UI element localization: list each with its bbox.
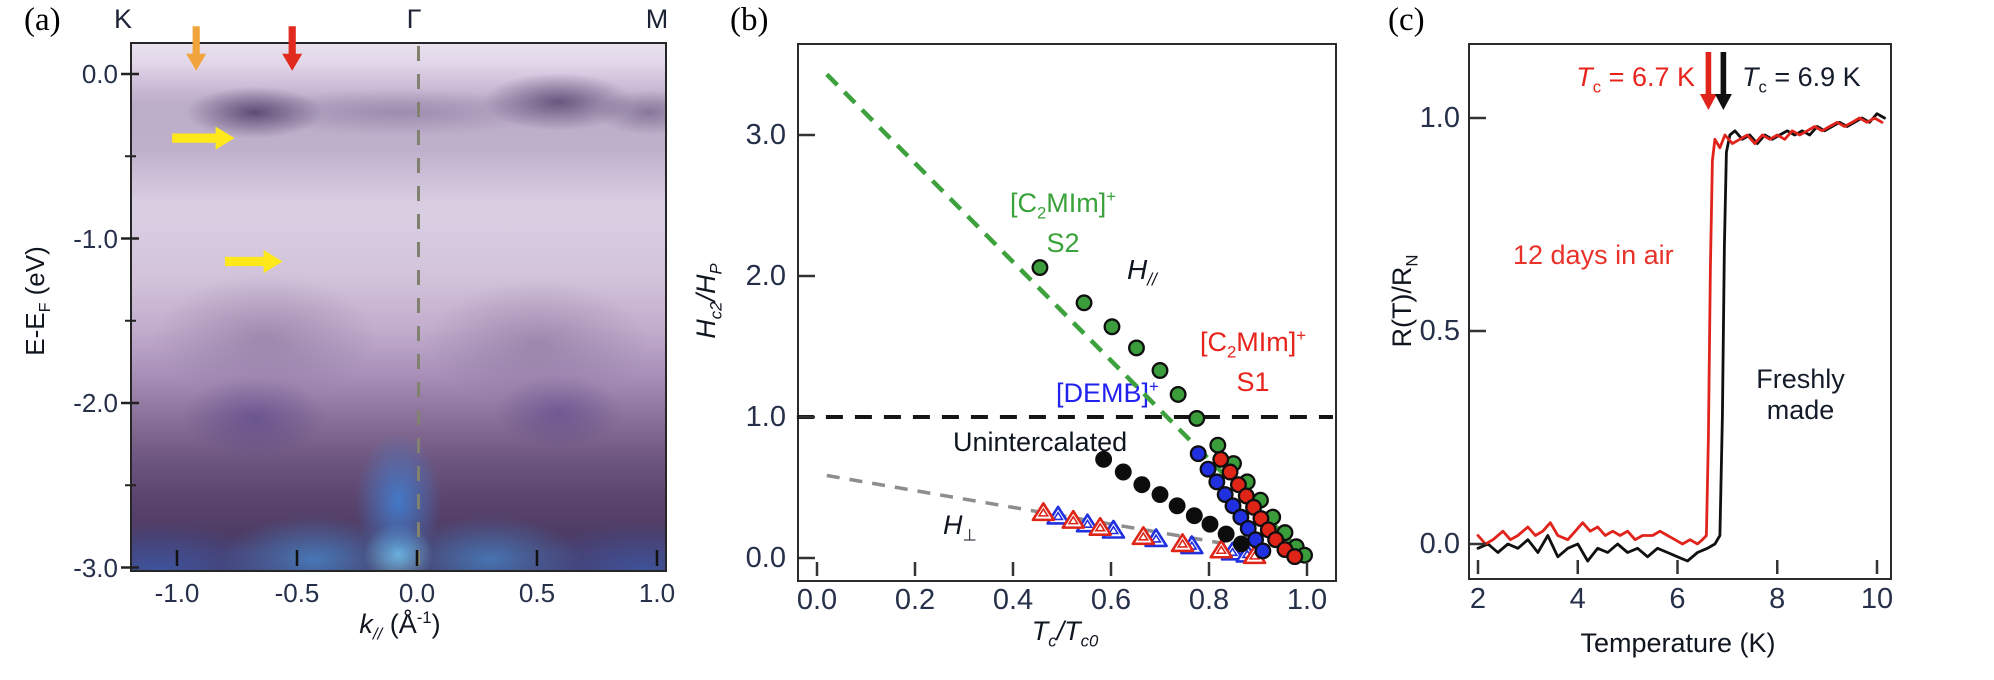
panel-a-y-axis-label: E-EF (eV) bbox=[20, 246, 55, 356]
gamma-point-label: Γ bbox=[406, 4, 422, 34]
tick-label: 0.2 bbox=[894, 584, 936, 616]
fresh-sample-label: Freshly made bbox=[1756, 364, 1845, 425]
panel-c-plot-area bbox=[1468, 43, 1892, 580]
tick-label: 2 bbox=[1469, 583, 1487, 615]
tick-label: 4 bbox=[1569, 583, 1586, 615]
panel-b-x-axis-label: Tc/Tc0 bbox=[1031, 616, 1099, 651]
tick-label: -1.0 bbox=[154, 578, 200, 608]
series-label-c2mim-s2: [C2MIm]+ S2 bbox=[1009, 187, 1117, 259]
panel-a-label: (a) bbox=[24, 2, 61, 38]
panel-a-arpes: (a) K Γ M E-EF (eV) k// (Å-1) 0.0 -1.0 -2.… bbox=[0, 0, 700, 680]
panel-b-hc2-plot: (b) Hc2/HP [C2MIm]+ S2 H// [C2MIm]+ S1 [… bbox=[690, 0, 1394, 680]
gamma-dashed-line bbox=[417, 46, 420, 568]
panel-b-label: (b) bbox=[730, 2, 769, 38]
tick-label: 0.0 bbox=[398, 578, 436, 608]
series-label-c2mim-s1: [C2MIm]+ S1 bbox=[1199, 326, 1307, 398]
tick-label: -2.0 bbox=[73, 388, 118, 418]
tick-label: 0.4 bbox=[992, 584, 1034, 616]
tick-label: 10 bbox=[1860, 583, 1894, 615]
panel-c-resistance-plot: (c) R(T)/RN Tc = 6.7 K Tc = 6.9 K 12 day… bbox=[1380, 0, 1994, 680]
tc-annotation-aged: Tc = 6.7 K bbox=[1576, 62, 1695, 97]
tick-label: 6 bbox=[1669, 583, 1686, 615]
tick-label: 0.0 bbox=[745, 542, 786, 574]
m-point-label: M bbox=[645, 4, 669, 34]
tick-label: 3.0 bbox=[745, 119, 786, 151]
series-label-unintercalated: Unintercalated bbox=[953, 427, 1128, 457]
panel-b-plot-area bbox=[797, 43, 1337, 582]
tick-label: 0.0 bbox=[1419, 528, 1460, 560]
h-perp-label: H⊥ bbox=[943, 510, 978, 545]
arpes-intensity-art bbox=[132, 44, 665, 570]
tick-label: 0.0 bbox=[796, 584, 838, 616]
panel-c-x-axis-label: Temperature (K) bbox=[1580, 628, 1776, 658]
tick-label: 1.0 bbox=[745, 401, 786, 433]
tick-label: 0.5 bbox=[1419, 315, 1460, 347]
tick-label: 0.8 bbox=[1188, 584, 1230, 616]
tick-label: 0.0 bbox=[81, 59, 118, 89]
tick-label: -3.0 bbox=[73, 552, 118, 583]
h-parallel-label: H// bbox=[1127, 254, 1157, 290]
tc-annotation-fresh: Tc = 6.9 K bbox=[1742, 62, 1861, 97]
tick-label: -1.0 bbox=[73, 223, 118, 254]
arpes-heatmap bbox=[130, 42, 667, 572]
tick-label: 8 bbox=[1769, 583, 1786, 615]
tick-label: 1.0 bbox=[1419, 102, 1460, 134]
aged-sample-label: 12 days in air bbox=[1513, 240, 1674, 270]
tick-label: 0.5 bbox=[518, 578, 556, 608]
panel-c-label: (c) bbox=[1388, 2, 1425, 38]
tick-label: -0.5 bbox=[274, 578, 320, 608]
tick-label: 0.6 bbox=[1090, 584, 1132, 616]
series-label-demb: [DEMB]+ bbox=[1056, 377, 1159, 408]
tick-label: 1.0 bbox=[638, 578, 676, 608]
k-point-label: K bbox=[113, 4, 132, 34]
panel-b-y-axis-label: Hc2/HP bbox=[691, 263, 726, 339]
panel-a-x-axis-label: k// (Å-1) bbox=[359, 608, 441, 644]
tick-label: 1.0 bbox=[1286, 584, 1328, 616]
panel-c-y-axis-label: R(T)/RN bbox=[1387, 254, 1422, 348]
tick-label: 2.0 bbox=[745, 260, 786, 292]
